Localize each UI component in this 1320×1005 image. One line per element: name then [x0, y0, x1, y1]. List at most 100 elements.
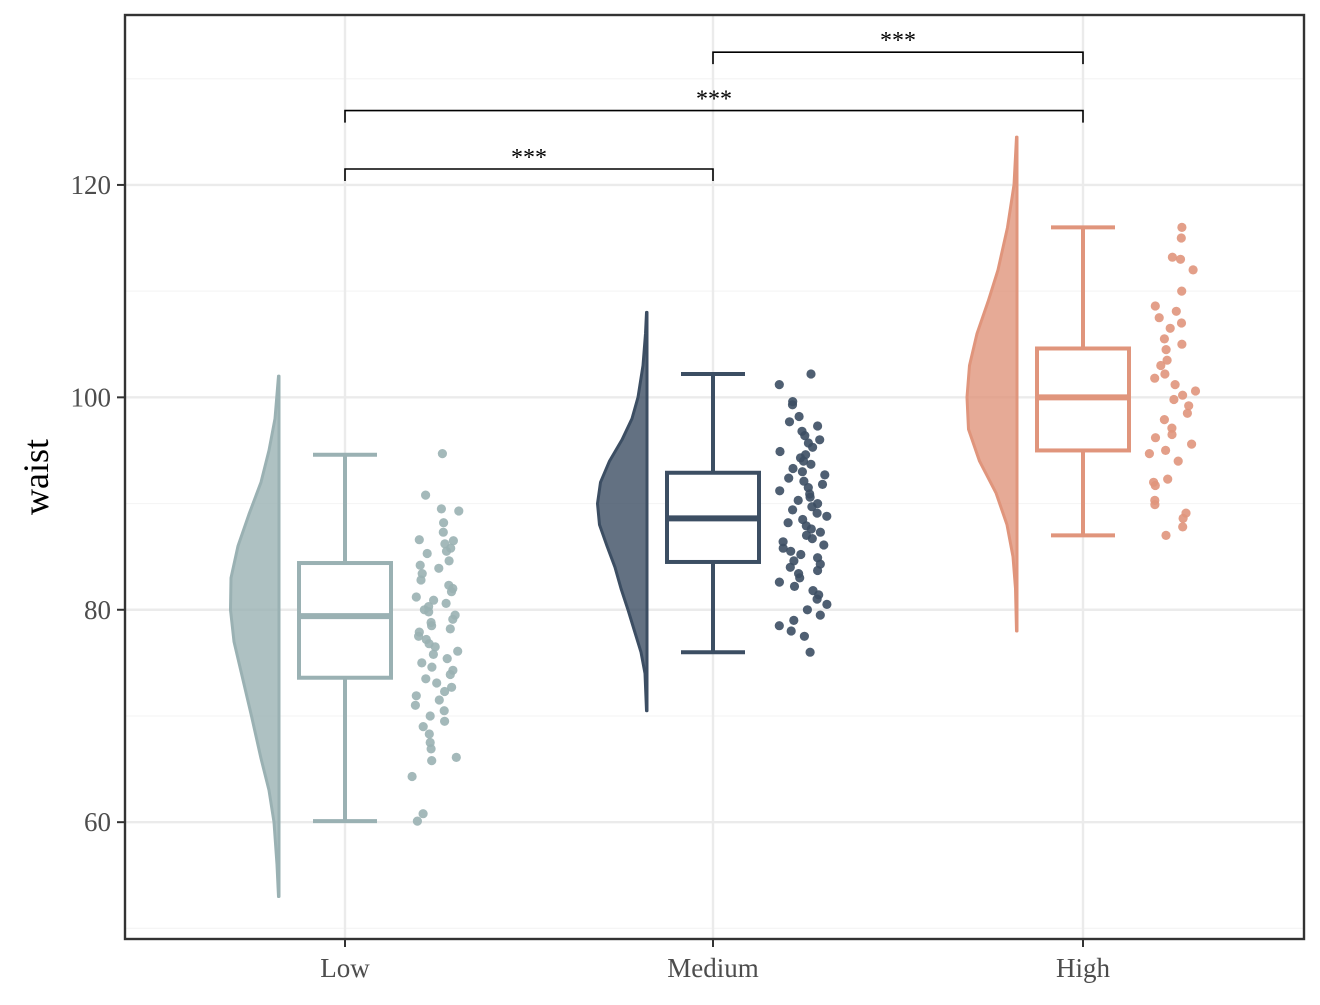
data-point — [414, 535, 424, 545]
data-point — [1167, 429, 1177, 440]
axis-layer: 60 80 100 120 Low Medium High — [71, 13, 1306, 983]
data-point — [434, 563, 444, 573]
data-point — [445, 669, 455, 680]
data-point — [1161, 530, 1171, 541]
data-point — [448, 614, 458, 624]
data-point — [1190, 386, 1201, 396]
data-point — [813, 565, 823, 576]
data-point — [794, 411, 804, 422]
boxplot-low — [297, 452, 393, 824]
data-point — [815, 610, 825, 620]
boxplot-high — [1035, 225, 1131, 538]
data-point — [434, 695, 444, 705]
density-low — [229, 374, 281, 898]
data-point — [1171, 306, 1181, 316]
data-point — [432, 678, 442, 688]
data-point — [447, 682, 457, 692]
data-point — [1159, 334, 1169, 344]
data-point — [820, 470, 830, 480]
data-point — [440, 686, 450, 697]
data-point — [1176, 233, 1186, 243]
data-point — [448, 536, 458, 546]
data-point — [775, 446, 785, 457]
y-tick-label: 120 — [71, 170, 112, 200]
data-point — [813, 421, 823, 431]
data-point — [806, 459, 816, 469]
data-point — [795, 573, 805, 583]
data-point — [1173, 456, 1183, 466]
significance-bracket: *** — [344, 145, 714, 181]
data-point — [440, 716, 450, 726]
data-point — [439, 706, 449, 716]
x-tick-label: High — [1056, 953, 1111, 983]
data-point — [417, 658, 427, 668]
data-point — [1154, 313, 1164, 323]
data-point — [1177, 286, 1187, 296]
data-point — [1150, 301, 1160, 311]
data-point — [1169, 394, 1179, 405]
data-point — [418, 722, 428, 732]
significance-bracket: *** — [712, 28, 1084, 65]
data-point — [441, 598, 451, 609]
data-point — [812, 594, 822, 604]
data-point — [788, 463, 798, 474]
data-point — [415, 560, 425, 570]
data-point — [788, 505, 798, 515]
data-point — [424, 607, 434, 617]
data-point — [799, 476, 809, 486]
data-point — [822, 599, 832, 610]
data-point — [817, 479, 828, 489]
data-point — [412, 816, 422, 826]
data-point — [1178, 522, 1188, 532]
point-layer — [407, 222, 1201, 826]
data-point — [439, 518, 449, 528]
boxplot-layer — [297, 225, 1131, 824]
data-point — [798, 456, 809, 466]
x-tick-label: Medium — [667, 953, 759, 983]
data-point — [1170, 380, 1180, 390]
data-point — [812, 508, 822, 518]
data-point — [797, 467, 808, 477]
data-point — [786, 546, 796, 556]
data-point — [787, 400, 798, 410]
data-point — [1184, 401, 1194, 411]
data-point — [799, 631, 810, 641]
data-point — [428, 649, 438, 660]
data-point — [1150, 373, 1160, 383]
data-point — [1160, 369, 1170, 379]
data-point — [1177, 339, 1187, 349]
data-point — [784, 417, 795, 427]
data-point — [807, 502, 817, 512]
data-point — [805, 492, 815, 502]
data-point — [774, 621, 784, 631]
data-point — [774, 577, 785, 587]
data-point — [421, 490, 431, 500]
data-point — [424, 729, 434, 739]
data-point — [1150, 480, 1160, 491]
bracket-line — [344, 109, 1084, 123]
data-point — [806, 524, 816, 534]
boxplot-medium — [665, 371, 761, 655]
data-point — [778, 543, 788, 553]
data-point — [785, 562, 795, 572]
panel-border — [123, 13, 1306, 941]
data-point — [429, 595, 439, 605]
data-point — [427, 621, 437, 631]
data-point — [774, 380, 784, 390]
significance-label: *** — [696, 87, 732, 113]
data-point — [1177, 222, 1187, 232]
data-point — [453, 646, 463, 656]
bracket-line — [344, 168, 714, 181]
data-point — [800, 431, 810, 441]
data-point — [819, 540, 829, 550]
data-point — [425, 711, 435, 721]
data-point — [1162, 355, 1172, 365]
data-point — [822, 511, 832, 521]
data-point — [783, 518, 793, 528]
data-point — [422, 548, 432, 559]
box-iqr — [297, 561, 393, 680]
data-point — [421, 674, 431, 684]
data-point — [430, 642, 440, 652]
